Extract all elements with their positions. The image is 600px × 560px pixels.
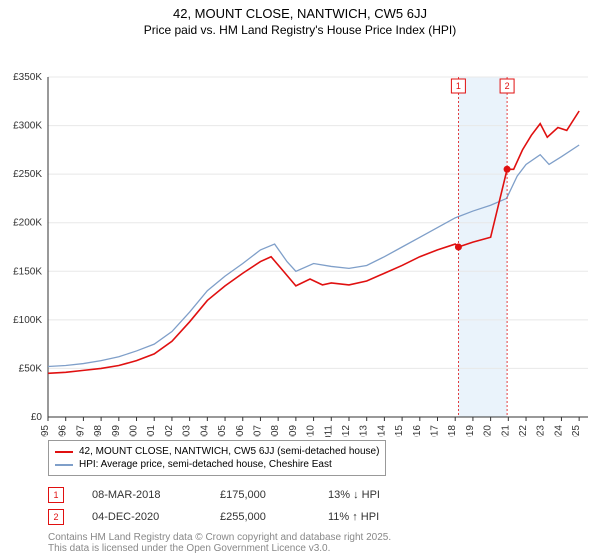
svg-text:2009: 2009 bbox=[288, 425, 299, 437]
legend-swatch bbox=[55, 464, 73, 466]
svg-text:2004: 2004 bbox=[199, 425, 210, 437]
svg-text:£150K: £150K bbox=[13, 266, 42, 277]
svg-text:£300K: £300K bbox=[13, 121, 42, 132]
svg-text:£250K: £250K bbox=[13, 169, 42, 180]
chart-subtitle: Price paid vs. HM Land Registry's House … bbox=[0, 21, 600, 37]
svg-text:1996: 1996 bbox=[58, 425, 69, 437]
svg-text:2019: 2019 bbox=[465, 425, 476, 437]
svg-text:2017: 2017 bbox=[430, 425, 441, 437]
svg-text:2021: 2021 bbox=[500, 425, 511, 437]
svg-text:2016: 2016 bbox=[412, 425, 423, 437]
svg-text:2008: 2008 bbox=[270, 425, 281, 437]
svg-text:2023: 2023 bbox=[536, 425, 547, 437]
svg-text:2022: 2022 bbox=[518, 425, 529, 437]
svg-text:2015: 2015 bbox=[394, 425, 405, 437]
sales-row: 1 08-MAR-2018 £175,000 13% ↓ HPI bbox=[48, 484, 380, 506]
svg-text:1997: 1997 bbox=[75, 425, 86, 437]
svg-text:2018: 2018 bbox=[447, 425, 458, 437]
sale-date: 04-DEC-2020 bbox=[92, 511, 192, 523]
sale-delta: 13% ↓ HPI bbox=[328, 489, 380, 501]
legend: 42, MOUNT CLOSE, NANTWICH, CW5 6JJ (semi… bbox=[48, 440, 386, 476]
svg-text:2006: 2006 bbox=[235, 425, 246, 437]
sale-delta: 11% ↑ HPI bbox=[328, 511, 379, 523]
svg-text:2003: 2003 bbox=[182, 425, 193, 437]
svg-text:1998: 1998 bbox=[93, 425, 104, 437]
sale-date: 08-MAR-2018 bbox=[92, 489, 192, 501]
chart-svg: £0 £50K £100K £150K £200K £250K £300K £350K 1995… bbox=[0, 37, 600, 437]
svg-text:2010: 2010 bbox=[306, 425, 317, 437]
legend-item: HPI: Average price, semi-detached house,… bbox=[55, 458, 379, 471]
chart-title: 42, MOUNT CLOSE, NANTWICH, CW5 6JJ bbox=[0, 0, 600, 21]
sale-marker: 1 bbox=[48, 487, 64, 503]
sales-table: 1 08-MAR-2018 £175,000 13% ↓ HPI 2 04-DEC-202… bbox=[48, 484, 380, 528]
svg-text:2013: 2013 bbox=[359, 425, 370, 437]
svg-text:£350K: £350K bbox=[13, 72, 42, 83]
svg-text:2007: 2007 bbox=[252, 425, 263, 437]
svg-text:1995: 1995 bbox=[40, 425, 51, 437]
svg-text:2020: 2020 bbox=[483, 425, 494, 437]
svg-text:2001: 2001 bbox=[146, 425, 157, 437]
sales-row: 2 04-DEC-2020 £255,000 11% ↑ HPI bbox=[48, 506, 380, 528]
sale-marker: 2 bbox=[48, 509, 64, 525]
footer-line2: This data is licensed under the Open Gov… bbox=[48, 543, 391, 554]
sale-price: £175,000 bbox=[220, 489, 300, 501]
svg-text:2025: 2025 bbox=[571, 425, 582, 437]
svg-text:2024: 2024 bbox=[553, 425, 564, 437]
svg-text:£100K: £100K bbox=[13, 315, 42, 326]
svg-text:2002: 2002 bbox=[164, 425, 175, 437]
legend-label: 42, MOUNT CLOSE, NANTWICH, CW5 6JJ (semi… bbox=[79, 446, 379, 457]
footer-line1: Contains HM Land Registry data © Crown c… bbox=[48, 532, 391, 543]
chart-container: 42, MOUNT CLOSE, NANTWICH, CW5 6JJ Price… bbox=[0, 0, 600, 560]
svg-text:2005: 2005 bbox=[217, 425, 228, 437]
svg-text:£50K: £50K bbox=[19, 363, 43, 374]
svg-text:£200K: £200K bbox=[13, 218, 42, 229]
svg-text:1: 1 bbox=[456, 81, 461, 91]
sale-price: £255,000 bbox=[220, 511, 300, 523]
legend-item: 42, MOUNT CLOSE, NANTWICH, CW5 6JJ (semi… bbox=[55, 445, 379, 458]
legend-label: HPI: Average price, semi-detached house,… bbox=[79, 459, 332, 470]
svg-text:2012: 2012 bbox=[341, 425, 352, 437]
svg-text:2011: 2011 bbox=[323, 425, 334, 437]
svg-text:1999: 1999 bbox=[111, 425, 122, 437]
svg-text:2: 2 bbox=[505, 81, 510, 91]
legend-swatch bbox=[55, 451, 73, 453]
footer: Contains HM Land Registry data © Crown c… bbox=[48, 532, 391, 554]
svg-text:2000: 2000 bbox=[129, 425, 140, 437]
svg-text:2014: 2014 bbox=[376, 425, 387, 437]
svg-text:£0: £0 bbox=[31, 412, 43, 423]
